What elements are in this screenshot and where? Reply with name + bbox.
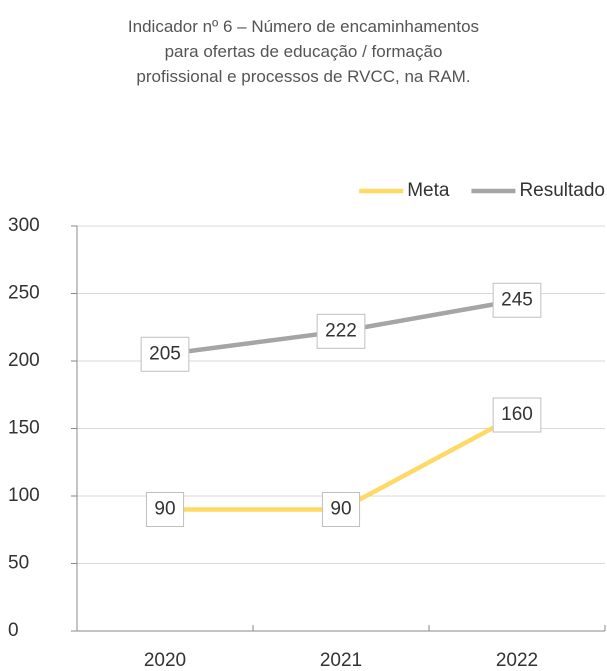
- legend-label: Resultado: [519, 180, 605, 201]
- data-label-group: 160: [492, 397, 542, 433]
- chart-title: Indicador nº 6 – Número de encaminhament…: [127, 17, 480, 86]
- legend-label: Meta: [407, 180, 450, 201]
- data-label: 245: [501, 289, 533, 310]
- data-label-box: [316, 313, 366, 349]
- data-label-group: 205: [140, 336, 190, 372]
- data-label-group: 245: [492, 282, 542, 318]
- data-label: 222: [325, 320, 357, 341]
- data-label-box: [492, 282, 542, 318]
- data-label: 90: [154, 499, 175, 520]
- data-label: 160: [501, 404, 533, 425]
- data-label-group: 222: [316, 313, 366, 349]
- data-label-box: [492, 397, 542, 433]
- x-tick-label: 2022: [496, 650, 538, 671]
- data-label-box: [321, 492, 361, 527]
- x-tick-label: 2021: [320, 650, 362, 671]
- y-tick-label: 100: [8, 485, 40, 506]
- data-label-group: 90: [321, 492, 361, 527]
- data-label: 205: [149, 343, 181, 364]
- y-tick-label: 250: [8, 283, 40, 304]
- y-tick-label: 150: [8, 418, 40, 439]
- y-tick-label: 50: [8, 553, 29, 574]
- y-tick-label: 200: [8, 350, 40, 371]
- y-tick-label: 0: [8, 620, 19, 641]
- data-label-box: [140, 336, 190, 372]
- y-tick-label: 300: [8, 215, 40, 236]
- data-label-box: [145, 492, 185, 527]
- x-tick-label: 2020: [144, 650, 186, 671]
- data-label-group: 90: [145, 492, 185, 527]
- data-label: 90: [330, 499, 351, 520]
